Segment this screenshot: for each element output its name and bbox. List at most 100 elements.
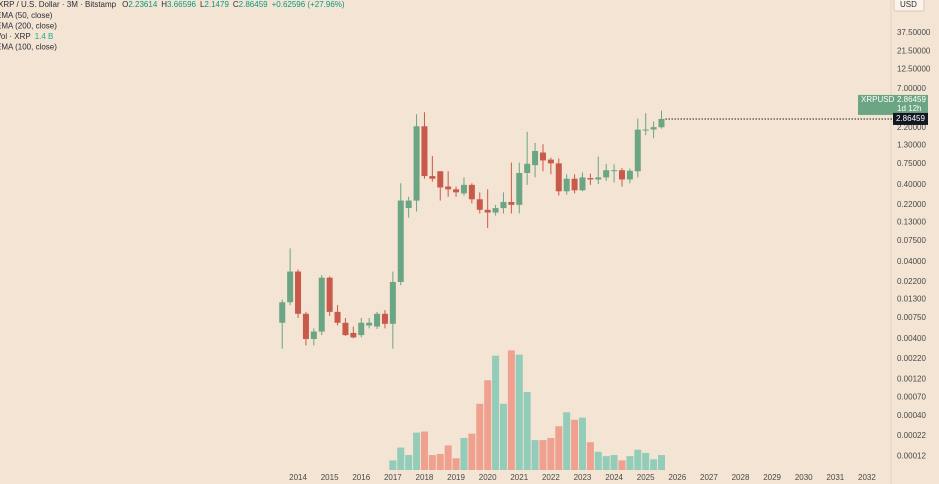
indicator-name: EMA (200, close) — [0, 22, 57, 31]
volume-bar — [389, 460, 397, 470]
candle-body — [437, 171, 444, 188]
candle-body — [539, 152, 546, 161]
volume-value: 1.4 B — [35, 32, 54, 41]
y-tick-label: 0.07500 — [897, 236, 926, 245]
volume-bar — [578, 417, 586, 470]
indicator: EMA (200, close) — [0, 22, 57, 31]
x-tick-label: 2023 — [574, 473, 592, 482]
x-tick-label: 2015 — [321, 473, 339, 482]
y-tick-label: 37.50000 — [897, 28, 931, 37]
volume-bar — [436, 453, 444, 470]
y-tick-label: 0.04000 — [897, 257, 926, 266]
candle-body — [618, 170, 625, 180]
candle-body — [500, 201, 507, 209]
candle-body — [389, 281, 396, 324]
x-tick-label: 2024 — [605, 473, 623, 482]
symbol-label: XRPUSD — [861, 95, 895, 104]
y-tick-label: 0.01300 — [897, 295, 926, 304]
candle-body — [310, 331, 317, 340]
candle-body — [642, 129, 649, 131]
x-tick-label: 2021 — [510, 473, 528, 482]
candle-body — [516, 172, 523, 205]
countdown: 1d 12h — [897, 104, 921, 113]
y-tick-label: 0.00040 — [897, 411, 926, 420]
candle-body — [484, 209, 491, 213]
candle-body — [421, 126, 428, 177]
legend-title: XRP / U.S. Dollar · 3M · Bitstamp O2.2361… — [0, 0, 345, 9]
indicator: EMA (50, close) — [0, 11, 53, 20]
candle-body — [295, 271, 302, 314]
indicator: EMA (100, close) — [0, 43, 57, 52]
y-tick-label: 0.22000 — [897, 200, 926, 209]
candle-body — [318, 277, 325, 332]
candle-body — [579, 177, 586, 191]
currency[interactable]: USD — [900, 0, 917, 9]
ohlc-value: 2.23614 — [128, 0, 157, 9]
y-tick-label: 0.00120 — [897, 374, 926, 383]
y-tick-label: 2.20000 — [897, 123, 926, 132]
candle-body — [374, 313, 381, 327]
candle-body — [492, 208, 499, 213]
volume-bar — [602, 456, 610, 470]
x-tick-label: 2028 — [732, 473, 750, 482]
x-tick-label: 2019 — [447, 473, 465, 482]
candle-body — [413, 126, 420, 201]
indicator-name: Vol · XRP — [0, 32, 31, 41]
candle-body — [350, 332, 357, 338]
x-tick-label: 2031 — [826, 473, 844, 482]
candle-body — [445, 186, 452, 190]
currency-button[interactable] — [893, 0, 925, 12]
x-tick-label: 2018 — [416, 473, 434, 482]
x-tick-label: 2026 — [668, 473, 686, 482]
y-tick-label: 7.00000 — [897, 84, 926, 93]
candle-body — [460, 184, 467, 194]
volume-bar — [476, 403, 484, 470]
volume-bar — [634, 449, 642, 470]
volume-bar — [571, 419, 579, 470]
y-tick-label: 0.02200 — [897, 277, 926, 286]
candle-body — [381, 313, 388, 324]
volume-bar — [484, 380, 492, 470]
volume-bar — [642, 452, 650, 470]
volume-bar — [563, 412, 571, 470]
volume-bar — [405, 455, 413, 470]
candle-body — [532, 150, 539, 166]
volume-bar — [594, 451, 602, 470]
y-tick-label: 0.13000 — [897, 218, 926, 227]
volume-bar — [397, 447, 405, 470]
symbol-label-bg — [858, 94, 928, 115]
volume-bar — [618, 460, 626, 470]
candle-body — [650, 127, 657, 130]
candle-body — [524, 163, 531, 173]
volume-bar — [413, 432, 421, 470]
candle-body — [634, 129, 641, 172]
candle-body — [334, 311, 341, 323]
y-tick-label: 0.00400 — [897, 334, 926, 343]
candle-body — [595, 177, 602, 180]
x-tick-label: 2032 — [858, 473, 876, 482]
volume-bar — [428, 455, 436, 470]
symbol-name: XRP / U.S. Dollar · 3M · Bitstamp — [0, 0, 117, 9]
volume-bar — [420, 431, 428, 470]
candle-body — [508, 201, 515, 205]
y-tick-label: 0.75000 — [897, 159, 926, 168]
volume-bar — [626, 456, 634, 470]
legend: XRP / U.S. Dollar · 3M · Bitstamp O2.2361… — [0, 0, 345, 52]
indicator-name: EMA (50, close) — [0, 11, 53, 20]
volume-bar — [547, 437, 555, 470]
candle-body — [405, 200, 412, 209]
candle-body — [658, 118, 665, 128]
ohlc-value: 2.1479 — [204, 0, 229, 9]
volume-bar — [650, 459, 658, 470]
candle-body — [366, 322, 373, 326]
volume-bar — [468, 433, 476, 470]
x-tick-label: 2025 — [637, 473, 655, 482]
y-tick-label: 0.00022 — [897, 431, 926, 440]
candle-body — [611, 170, 618, 172]
candle-body — [555, 163, 562, 192]
candle-body — [326, 277, 333, 312]
volume-bar — [515, 354, 523, 470]
ohlc-letter: L — [200, 0, 205, 9]
